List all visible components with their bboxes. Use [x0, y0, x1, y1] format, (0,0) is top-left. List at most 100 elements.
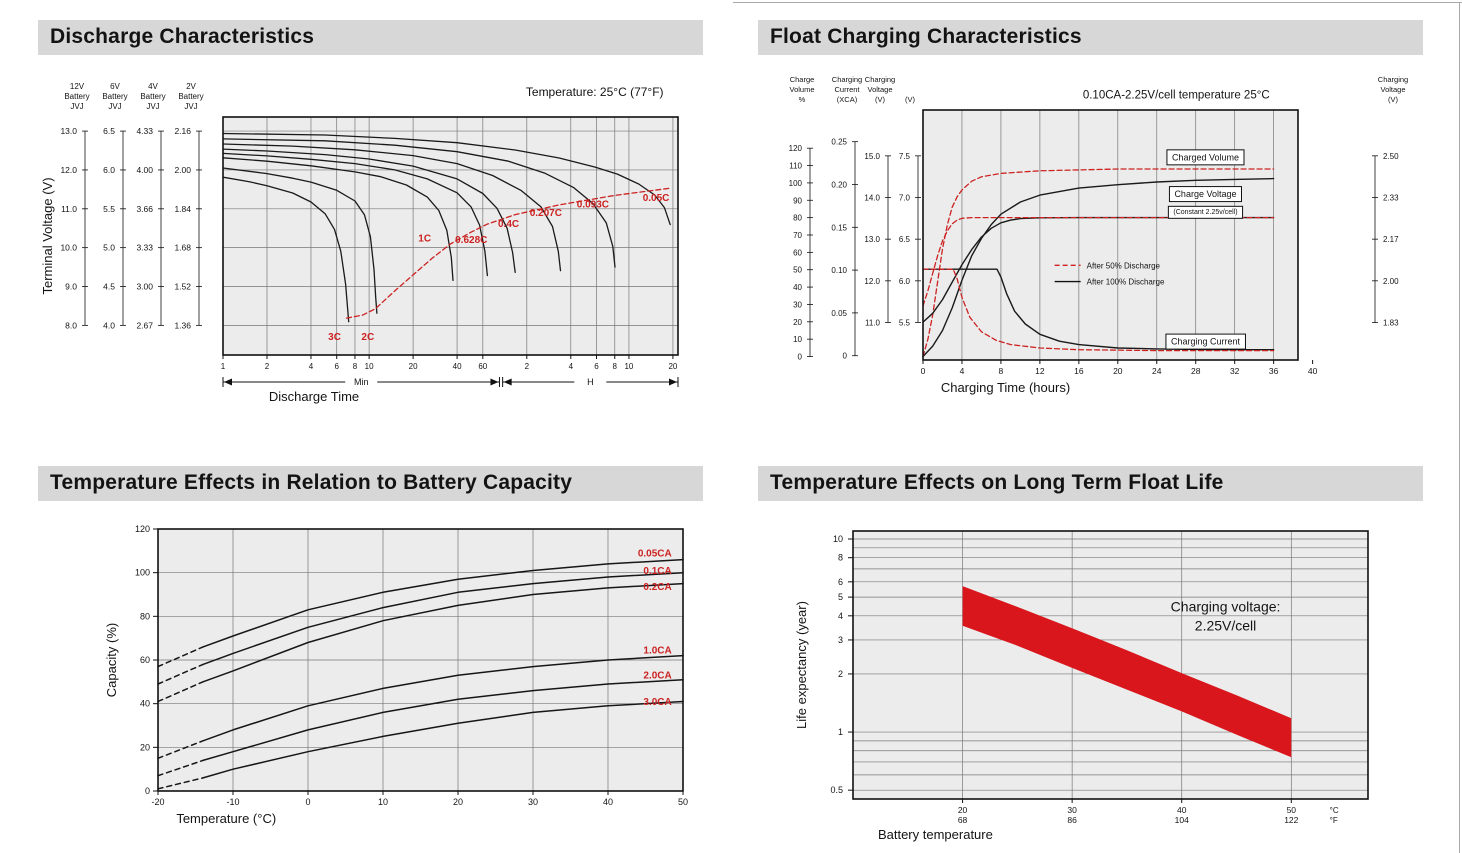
svg-text:Charging: Charging [832, 75, 862, 84]
svg-text:2.50: 2.50 [1383, 152, 1399, 161]
svg-text:100: 100 [135, 568, 150, 578]
temperature-capacity-chart: -20 -10 0 10 20 30 40 50 120 100 80 60 40 20 0 0.05CA 0.… [104, 524, 688, 826]
svg-text:12: 12 [1035, 366, 1045, 376]
label-charge-voltage: Charge Voltage [1174, 189, 1236, 199]
series-0-05ca-dashed [157, 646, 204, 668]
float-life-chart: 206830864010450122°C°F1086543210.5Chargi… [794, 530, 1369, 842]
series-0-628c [222, 152, 489, 277]
svg-text:2: 2 [525, 362, 530, 371]
series-0-2ca-dashed [157, 681, 204, 703]
svg-text:30: 30 [793, 300, 802, 309]
svg-text:Current: Current [834, 85, 860, 94]
svg-text:3.33: 3.33 [136, 243, 153, 253]
svg-text:10.0: 10.0 [60, 243, 77, 253]
svg-text:2.16: 2.16 [174, 126, 191, 136]
label-0-4c: 0.4C [498, 219, 519, 230]
band-float-life-band [962, 586, 1292, 758]
svg-text:80: 80 [140, 611, 150, 621]
svg-text:4: 4 [309, 362, 314, 371]
svg-text:12V: 12V [70, 82, 85, 91]
svg-text:86: 86 [1067, 815, 1077, 825]
svg-text:7.5: 7.5 [899, 152, 911, 161]
svg-text:2.17: 2.17 [1383, 235, 1399, 244]
svg-text:10: 10 [624, 362, 633, 371]
y-axis-label: Terminal Voltage (V) [40, 177, 55, 294]
svg-text:60: 60 [140, 655, 150, 665]
svg-text:6: 6 [594, 362, 599, 371]
panel-title-float-life: Temperature Effects on Long Term Float L… [758, 466, 1423, 501]
svg-text:20: 20 [453, 797, 463, 807]
svg-text:2.67: 2.67 [136, 320, 153, 330]
svg-text:8: 8 [613, 362, 618, 371]
svg-text:6: 6 [838, 577, 843, 587]
panel-title-discharge: Discharge Characteristics [38, 20, 703, 55]
label-3-0ca: 3.0CA [643, 697, 671, 708]
svg-text:6.0: 6.0 [899, 277, 911, 286]
svg-text:10: 10 [793, 335, 802, 344]
svg-text:Charge: Charge [790, 75, 815, 84]
label-box [1168, 186, 1242, 203]
svg-text:13.0: 13.0 [60, 126, 77, 136]
range-label-min: Min [354, 377, 369, 387]
svg-text:(V): (V) [875, 95, 886, 104]
svg-text:0: 0 [798, 353, 803, 362]
panel-temp-capacity: Temperature Effects in Relation to Batte… [38, 466, 703, 841]
svg-text:5.5: 5.5 [103, 204, 115, 214]
panel-float-life: Temperature Effects on Long Term Float L… [758, 466, 1423, 851]
svg-text:70: 70 [793, 231, 802, 240]
svg-text:JVJ: JVJ [184, 102, 197, 111]
series-charged-volume-100 [922, 177, 1275, 358]
svg-text:4.33: 4.33 [136, 126, 153, 136]
series-3c [222, 176, 350, 323]
svg-text:°F: °F [1330, 816, 1338, 825]
label-0-1ca: 0.1CA [643, 566, 671, 577]
series-0-2ca [202, 582, 684, 683]
svg-text:Battery: Battery [140, 92, 165, 101]
svg-text:32: 32 [1230, 366, 1240, 376]
svg-text:Voltage: Voltage [867, 85, 892, 94]
svg-text:JVJ: JVJ [108, 102, 121, 111]
svg-text:60: 60 [478, 362, 487, 371]
svg-text:0.25: 0.25 [831, 138, 847, 147]
svg-text:5: 5 [838, 592, 843, 602]
label-1c: 1C [418, 234, 431, 245]
svg-text:4.5: 4.5 [103, 282, 115, 292]
series-charge-voltage-50 [922, 216, 1275, 307]
plot-border [922, 109, 1299, 361]
svg-text:36: 36 [1269, 366, 1279, 376]
x-axis-label: Battery temperature [878, 827, 993, 842]
svg-text:11.0: 11.0 [61, 204, 77, 214]
range-label-h: H [587, 377, 594, 387]
svg-text:120: 120 [789, 144, 803, 153]
panel-title-temp-capacity: Temperature Effects in Relation to Batte… [38, 466, 703, 501]
series-0-05ca [202, 558, 684, 648]
svg-text:12.0: 12.0 [864, 277, 880, 286]
x-axis-label: Discharge Time [269, 389, 359, 404]
svg-text:10: 10 [365, 362, 374, 371]
plot-area [923, 110, 1298, 360]
svg-text:Battery: Battery [178, 92, 203, 101]
svg-text:24: 24 [1152, 366, 1162, 376]
svg-text:8: 8 [353, 362, 358, 371]
svg-text:0.15: 0.15 [831, 223, 847, 232]
svg-text:Charging: Charging [865, 75, 895, 84]
svg-text:40: 40 [1177, 805, 1187, 815]
svg-text:10: 10 [378, 797, 388, 807]
svg-text:5.0: 5.0 [103, 243, 115, 253]
svg-text:11.0: 11.0 [865, 319, 881, 328]
svg-text:1: 1 [221, 362, 226, 371]
series-charging-current-50 [922, 268, 1275, 352]
label-temperature-25-c-77-f: Temperature: 25°C (77°F) [526, 85, 664, 99]
series-3-0ca-dashed [157, 777, 204, 790]
svg-text:13.0: 13.0 [864, 235, 880, 244]
svg-text:4: 4 [960, 366, 965, 376]
label-after-100-discharge: After 100% Discharge [1087, 278, 1165, 287]
plot-border [222, 116, 679, 356]
label-charging-current: Charging Current [1171, 337, 1241, 347]
svg-text:20: 20 [140, 742, 150, 752]
svg-text:120: 120 [135, 524, 150, 534]
svg-text:1.68: 1.68 [174, 243, 191, 253]
svg-text:(V): (V) [905, 95, 916, 104]
svg-text:JVJ: JVJ [146, 102, 159, 111]
svg-text:%: % [799, 95, 806, 104]
